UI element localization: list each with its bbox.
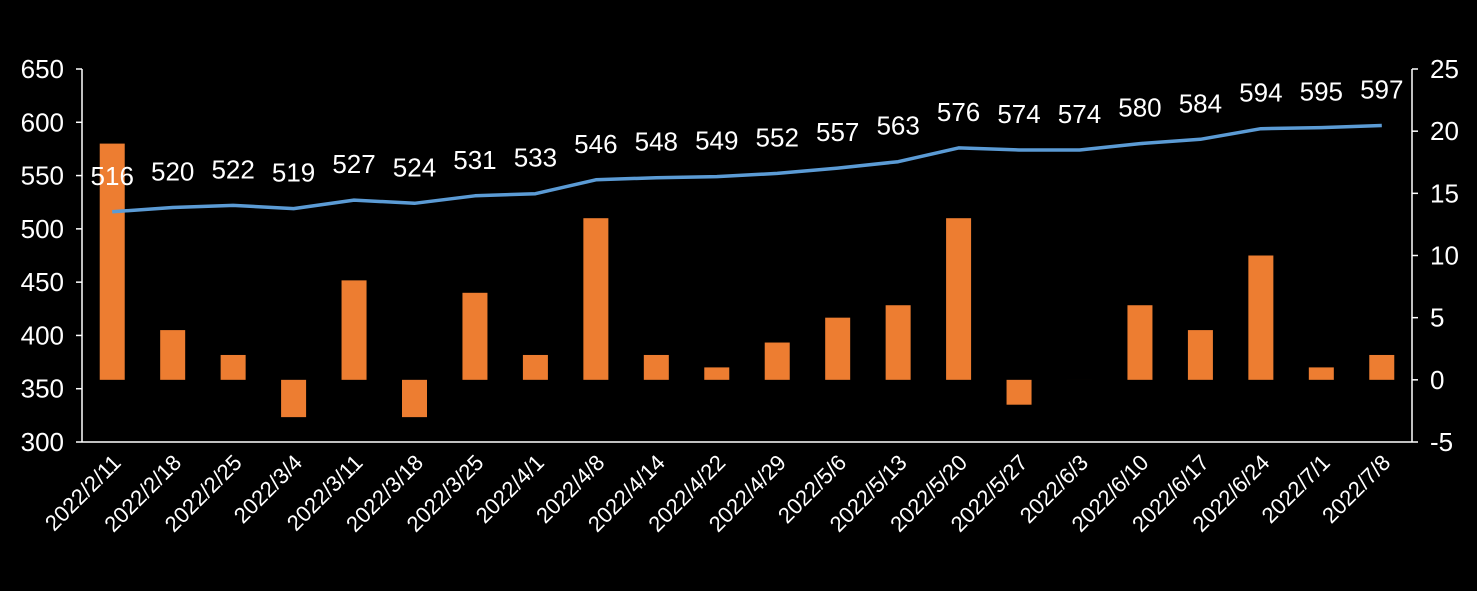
y-right-tick-label: 20 — [1430, 116, 1459, 146]
line-data-label: 531 — [453, 145, 496, 175]
bar-2022/5/6 — [825, 317, 851, 380]
line-data-label: 533 — [514, 143, 557, 173]
y-left-tick-label: 350 — [21, 374, 64, 404]
line-data-label: 516 — [91, 161, 134, 191]
line-data-label: 519 — [272, 158, 315, 188]
y-left-tick-label: 600 — [21, 107, 64, 137]
line-data-label: 595 — [1300, 77, 1343, 107]
axes-group: 300350400450500550600650-505101520252022… — [21, 54, 1459, 537]
bar-2022/5/20 — [946, 218, 972, 380]
bar-2022/5/27 — [1006, 379, 1032, 405]
bar-2022/2/18 — [160, 330, 186, 380]
data-labels-group: 516 520 522 519 527 524 531 533 546 548 549 552 557 5… — [91, 74, 1404, 190]
line-series — [112, 123, 1382, 214]
bar-2022/3/4 — [281, 379, 307, 418]
y-left-tick-label: 550 — [21, 161, 64, 191]
y-left-tick-label: 450 — [21, 267, 64, 297]
line-data-label: 524 — [393, 152, 436, 182]
bar-2022/6/24 — [1248, 255, 1274, 380]
line-data-label: 527 — [332, 149, 375, 179]
y-left-tick-label: 500 — [21, 214, 64, 244]
line-data-label: 557 — [816, 117, 859, 147]
line-data-label: 594 — [1239, 78, 1282, 108]
bar-2022/4/14 — [643, 354, 669, 380]
line-series-group — [112, 123, 1382, 214]
bar-series-group — [99, 143, 1395, 418]
bar-2022/2/25 — [220, 354, 246, 380]
y-right-tick-label: 15 — [1430, 178, 1459, 208]
y-left-tick-label: 300 — [21, 427, 64, 457]
y-left-tick-label: 650 — [21, 54, 64, 84]
y-right-tick-label: 5 — [1430, 303, 1444, 333]
line-data-label: 552 — [756, 122, 799, 152]
bar-2022/6/10 — [1127, 305, 1153, 380]
line-data-label: 522 — [211, 154, 254, 184]
line-data-label: 584 — [1179, 88, 1222, 118]
y-right-tick-label: 0 — [1430, 365, 1444, 395]
line-data-label: 520 — [151, 157, 194, 187]
line-data-label: 576 — [937, 97, 980, 127]
line-data-label: 548 — [635, 127, 678, 157]
bar-2022/7/8 — [1369, 354, 1395, 380]
line-data-label: 597 — [1360, 74, 1403, 104]
y-right-tick-label: 25 — [1430, 54, 1459, 84]
line-data-label: 546 — [574, 129, 617, 159]
bar-2022/4/29 — [764, 342, 790, 380]
bar-2022/5/13 — [885, 305, 911, 380]
line-data-label: 563 — [876, 111, 919, 141]
bar-2022/7/1 — [1308, 367, 1334, 380]
line-data-label: 574 — [1058, 99, 1101, 129]
bar-2022/3/18 — [402, 379, 427, 418]
line-data-label: 580 — [1118, 93, 1161, 123]
bar-2022/2/11 — [99, 143, 125, 380]
bar-2022/4/8 — [583, 218, 609, 380]
bar-2022/6/17 — [1187, 330, 1213, 380]
line-data-label: 549 — [695, 126, 738, 156]
y-right-tick-label: -5 — [1430, 427, 1453, 457]
y-right-tick-label: 10 — [1430, 241, 1459, 271]
bar-2022/3/11 — [341, 280, 367, 380]
line-data-label: 574 — [997, 99, 1040, 129]
bar-2022/4/22 — [704, 367, 730, 380]
bar-2022/4/1 — [522, 354, 548, 380]
y-left-tick-label: 400 — [21, 320, 64, 350]
bar-2022/3/25 — [462, 292, 488, 380]
